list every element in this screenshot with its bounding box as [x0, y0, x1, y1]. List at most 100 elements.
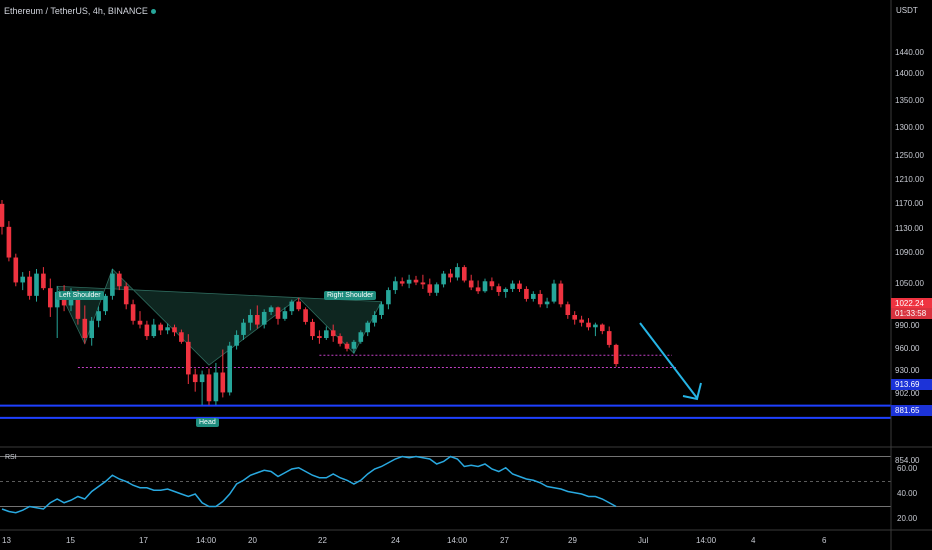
candle-body [358, 332, 364, 342]
candle-body [103, 295, 108, 312]
candle-body [586, 322, 591, 328]
live-dot-icon [150, 9, 156, 15]
time-tick: 14:00 [196, 536, 217, 545]
pattern-area [56, 268, 383, 366]
candle-body [406, 279, 412, 284]
rsi-tick-20: 20.00 [897, 514, 918, 523]
price-tick: 1210.00 [895, 175, 924, 184]
time-tick: 24 [391, 536, 400, 545]
symbol-title: Ethereum / TetherUS, 4h, BINANCE [4, 6, 148, 16]
time-tick: 22 [318, 536, 327, 545]
candle-body [399, 281, 405, 284]
currency-label: USDT [896, 6, 918, 15]
candle-body [475, 287, 481, 292]
candle-body [365, 322, 370, 333]
candle-body [158, 324, 163, 331]
time-tick: 13 [2, 536, 11, 545]
candle-body [151, 324, 157, 337]
price-tick: 960.00 [895, 344, 920, 353]
candle-body [117, 273, 122, 287]
candle-body [20, 276, 25, 283]
candle-body [489, 281, 495, 287]
candle-body [379, 304, 384, 316]
price-tick: 1250.00 [895, 151, 924, 160]
candlestick-series[interactable] [0, 200, 619, 406]
candle-body [144, 324, 150, 337]
rsi-line [1, 455, 617, 514]
candle-body [455, 267, 460, 278]
candle-body [234, 334, 239, 346]
candle-body [179, 332, 184, 342]
candle-body [27, 276, 32, 296]
right-shoulder-label: Right Shoulder [324, 291, 377, 300]
price-tick: 854.00 [895, 456, 920, 465]
candle-body [606, 331, 612, 345]
candle-body [441, 273, 446, 285]
time-tick: 6 [822, 536, 827, 545]
horizontal-levels [0, 354, 891, 419]
candle-body [558, 283, 564, 305]
arrow-head [682, 382, 702, 401]
candle-body [524, 288, 529, 299]
candle-body [427, 284, 433, 293]
time-tick: 14:00 [447, 536, 468, 545]
price-tick: 1350.00 [895, 96, 924, 105]
candle-body [565, 304, 571, 316]
candle-body [96, 311, 101, 321]
candle-body [386, 290, 391, 305]
candle-body [544, 301, 550, 305]
candle-body [213, 372, 219, 402]
price-tick: 1170.00 [895, 199, 924, 208]
candle-body [82, 318, 88, 339]
head-label: Head [196, 418, 219, 427]
candle-body [572, 315, 577, 320]
price-tick: 1090.00 [895, 248, 924, 257]
candle-body [241, 322, 246, 335]
bar-countdown-badge: 01:33:58 [891, 308, 932, 319]
candle-body [89, 320, 94, 339]
candle-body [462, 267, 467, 281]
candle-body [0, 203, 5, 227]
price-tick: 1130.00 [895, 224, 924, 233]
rsi-tick-60: 60.00 [897, 464, 918, 473]
left-shoulder-label: Left Shoulder [56, 291, 104, 300]
price-tick: 930.00 [895, 366, 920, 375]
time-tick: 17 [139, 536, 148, 545]
candle-body [275, 307, 281, 319]
rsi-pane[interactable] [0, 455, 891, 514]
chart-title[interactable]: Ethereum / TetherUS, 4h, BINANCE [4, 6, 156, 16]
candle-body [34, 273, 39, 296]
price-tick: 1440.00 [895, 48, 924, 57]
candle-body [468, 280, 474, 288]
price-tick: 1400.00 [895, 69, 924, 78]
time-tick: 29 [568, 536, 577, 545]
candle-body [75, 293, 81, 319]
candle-body [220, 372, 226, 393]
candle-body [6, 226, 12, 258]
candle-body [579, 319, 584, 323]
candle-body [13, 257, 19, 283]
candle-body [517, 283, 522, 289]
candle-body [199, 374, 205, 383]
candle-body [531, 293, 536, 299]
candle-body [420, 282, 426, 285]
candle-body [551, 283, 557, 302]
time-tick: 20 [248, 536, 257, 545]
candle-body [593, 324, 598, 328]
candle-body [137, 320, 143, 325]
candle-body [248, 315, 253, 323]
rsi-tick-40: 40.00 [897, 489, 918, 498]
candle-body [206, 374, 212, 402]
candle-body [613, 344, 619, 365]
time-tick: Jul [638, 536, 649, 545]
candle-body [413, 279, 419, 283]
time-tick: 14:00 [696, 536, 717, 545]
last-price-badge: 1022.24 [891, 298, 932, 309]
candle-body [282, 311, 288, 319]
candle-body [172, 327, 177, 333]
candle-body [503, 288, 508, 293]
candle-body [268, 307, 274, 312]
candle-body [303, 309, 308, 322]
price-tick: 902.00 [895, 389, 920, 398]
